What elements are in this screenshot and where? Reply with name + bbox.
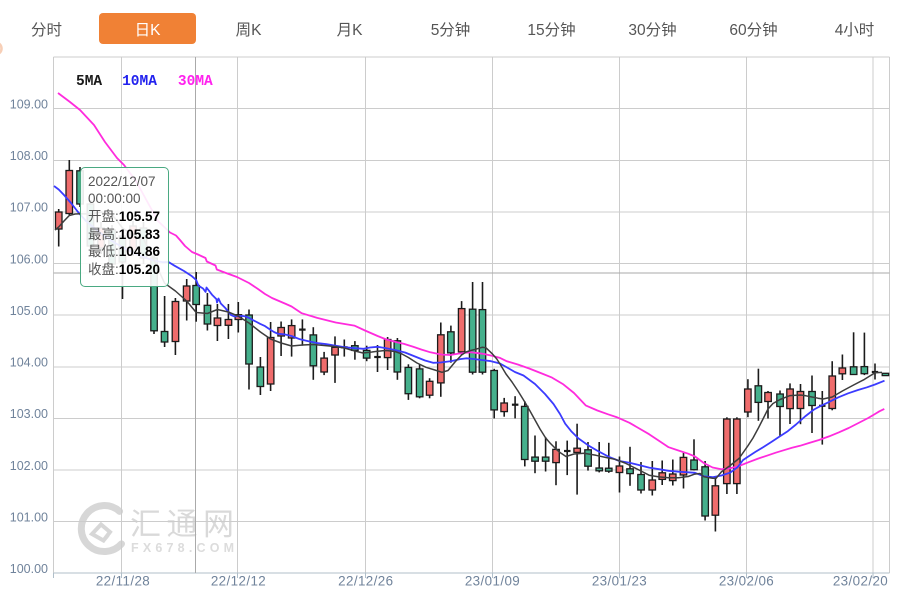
svg-text:汇通网: 汇通网 xyxy=(130,507,234,542)
svg-text:107.00: 107.00 xyxy=(10,201,48,215)
svg-text:108.00: 108.00 xyxy=(10,149,48,163)
svg-text:23/02/20: 23/02/20 xyxy=(833,574,888,589)
svg-text:102.00: 102.00 xyxy=(10,459,48,473)
svg-text:22/12/26: 22/12/26 xyxy=(338,574,393,589)
svg-text:101.00: 101.00 xyxy=(10,510,48,524)
svg-text:106.00: 106.00 xyxy=(10,252,48,266)
svg-text:103.00: 103.00 xyxy=(10,407,48,421)
svg-text:FX678.COM: FX678.COM xyxy=(131,541,238,555)
svg-text:100.00: 100.00 xyxy=(10,562,48,576)
svg-text:105.00: 105.00 xyxy=(10,304,48,318)
svg-text:23/02/06: 23/02/06 xyxy=(719,574,774,589)
svg-text:104.00: 104.00 xyxy=(10,356,48,370)
svg-text:109.00: 109.00 xyxy=(10,98,48,112)
svg-text:22/11/28: 22/11/28 xyxy=(96,574,150,589)
svg-text:22/12/12: 22/12/12 xyxy=(211,574,266,589)
svg-text:23/01/23: 23/01/23 xyxy=(592,574,647,589)
svg-text:23/01/09: 23/01/09 xyxy=(465,574,520,589)
